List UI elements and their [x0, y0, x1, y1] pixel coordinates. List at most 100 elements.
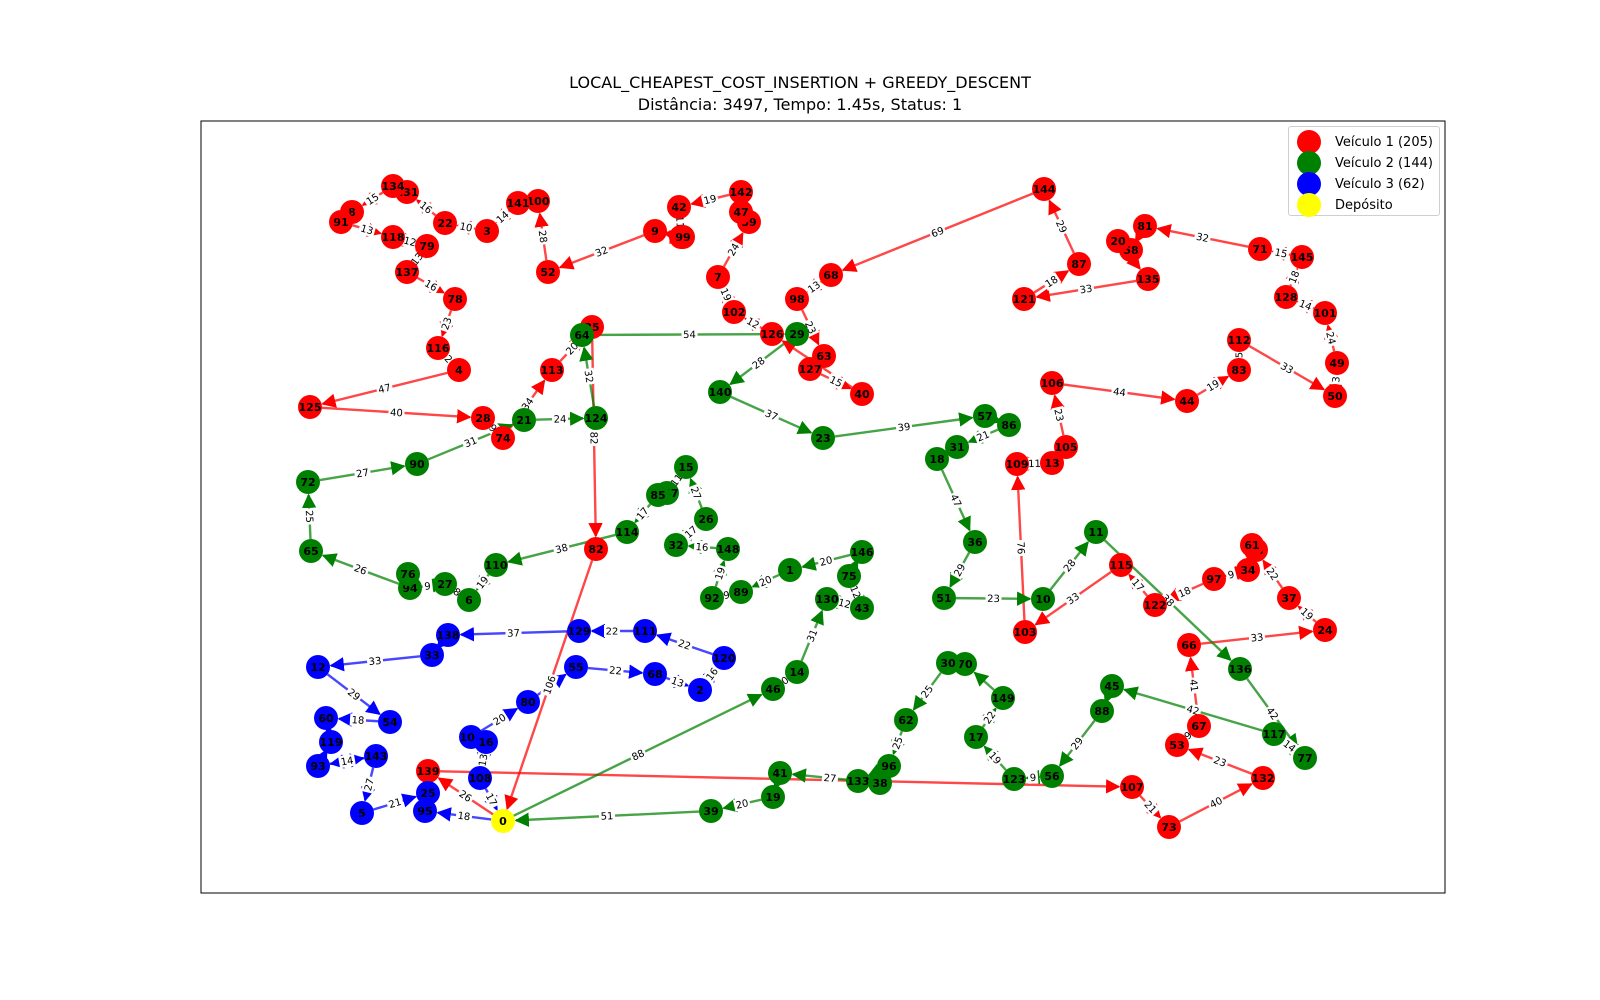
customer-node: 80	[516, 690, 540, 714]
edge-weight-label: 88	[628, 746, 648, 764]
edge-weight-label: 11	[1026, 457, 1043, 470]
customer-node: 129	[567, 619, 591, 643]
edge-weight-label: 33	[1063, 589, 1083, 608]
edge-weight-label: 27	[361, 775, 377, 794]
edge-weight-label: 82	[587, 429, 601, 447]
customer-node: 120	[712, 646, 736, 670]
customer-node: 119	[319, 730, 343, 754]
node-label: 41	[772, 767, 787, 780]
svg-text:24: 24	[726, 242, 742, 258]
edge-weight-label: 13	[667, 673, 688, 691]
customer-node: 29	[785, 322, 809, 346]
edge-weight-label: 22	[607, 663, 624, 678]
customer-node: 12	[306, 655, 330, 679]
edge-weight-label: 14	[1295, 296, 1316, 314]
customer-node: 71	[1248, 237, 1272, 261]
customer-node: 74	[491, 426, 515, 450]
customer-node: 15	[674, 455, 698, 479]
node-label: 140	[709, 386, 732, 399]
edge-weight-label: 20	[489, 710, 510, 729]
edge-weight-label: 33	[1077, 281, 1095, 296]
svg-text:82: 82	[587, 432, 598, 445]
edge-weight-label: 20	[816, 553, 836, 569]
customer-node: 73	[1157, 815, 1181, 839]
node-label: 46	[765, 683, 781, 696]
customer-node: 11	[1084, 520, 1108, 544]
edge-weight-label: 20	[732, 796, 752, 812]
customer-node: 22	[433, 211, 457, 235]
customer-node: 95	[413, 799, 437, 823]
svg-text:29: 29	[952, 562, 968, 578]
edge-weight-label: 24	[551, 412, 569, 426]
node-label: 30	[940, 657, 956, 670]
node-label: 39	[703, 805, 718, 818]
customer-node: 122	[1143, 593, 1167, 617]
customer-node: 118	[381, 225, 405, 249]
customer-node: 135	[1136, 267, 1160, 291]
node-label: 61	[1244, 539, 1259, 552]
customer-node: 105	[1054, 435, 1078, 459]
customer-node: 136	[1228, 657, 1252, 681]
node-label: 25	[420, 787, 435, 800]
customer-node: 139	[416, 759, 440, 783]
edge-weight-label: 14	[338, 753, 356, 768]
edge-weight-label: 32	[582, 367, 597, 386]
node-label: 75	[841, 570, 856, 583]
node-label: 132	[1252, 772, 1275, 785]
node-label: 71	[1252, 243, 1267, 256]
node-label: 88	[1094, 705, 1109, 718]
node-label: 55	[568, 661, 583, 674]
svg-text:18: 18	[1177, 585, 1193, 600]
node-label: 34	[1240, 564, 1256, 577]
node-label: 70	[957, 658, 973, 671]
edge-weight-label: 76	[1014, 539, 1028, 557]
node-label: 122	[1144, 599, 1167, 612]
node-label: 105	[1055, 441, 1078, 454]
node-label: 87	[1071, 258, 1086, 271]
legend-item-vehicle-1: Veículo 1 (205)	[1297, 130, 1433, 154]
edge-weight-label: 17	[482, 789, 501, 810]
edge-weight-label: 18	[455, 809, 473, 823]
node-label: 128	[1275, 291, 1298, 304]
svg-text:25: 25	[891, 735, 906, 751]
node-label: 9	[651, 225, 659, 238]
svg-text:9: 9	[722, 590, 730, 602]
svg-text:25: 25	[303, 510, 315, 523]
edge-weight-label: 15	[1272, 245, 1290, 261]
svg-text:40: 40	[390, 408, 403, 420]
customer-node: 34	[1236, 558, 1260, 582]
node-label: 138	[437, 629, 460, 642]
edge-weight-label: 19	[700, 191, 720, 207]
svg-text:0: 0	[780, 675, 792, 688]
node-label: 53	[1169, 739, 1184, 752]
customer-node: 128	[1274, 285, 1298, 309]
customer-node: 17	[964, 725, 988, 749]
legend-label: Depósito	[1335, 197, 1393, 213]
svg-text:31: 31	[463, 435, 479, 450]
node-label: 42	[671, 201, 686, 214]
customer-node: 75	[837, 564, 861, 588]
edge-weight-label: 29	[1052, 216, 1071, 237]
customer-node: 54	[378, 710, 402, 734]
svg-text:47: 47	[377, 383, 392, 397]
svg-text:88: 88	[630, 748, 646, 763]
edge-weight-label: 106	[540, 672, 559, 698]
customer-node: 37	[1277, 586, 1301, 610]
svg-text:8: 8	[451, 586, 462, 599]
customer-node: 5	[350, 801, 374, 825]
edge-weight-label: 8	[449, 584, 465, 600]
svg-text:11: 11	[1028, 459, 1041, 470]
node-label: 136	[1229, 663, 1252, 676]
node-label: 51	[936, 592, 951, 605]
customer-node: 103	[1013, 620, 1037, 644]
node-label: 16	[478, 736, 494, 749]
customer-node: 77	[1293, 746, 1317, 770]
node-label: 32	[668, 539, 683, 552]
node-label: 135	[1137, 273, 1160, 286]
customer-node: 40	[850, 382, 874, 406]
edge-weight-label: 27	[821, 771, 839, 785]
node-label: 74	[495, 432, 511, 445]
customer-node: 90	[405, 452, 429, 476]
legend-item-vehicle-3: Veículo 3 (62)	[1297, 172, 1425, 196]
svg-text:18: 18	[1287, 269, 1302, 285]
